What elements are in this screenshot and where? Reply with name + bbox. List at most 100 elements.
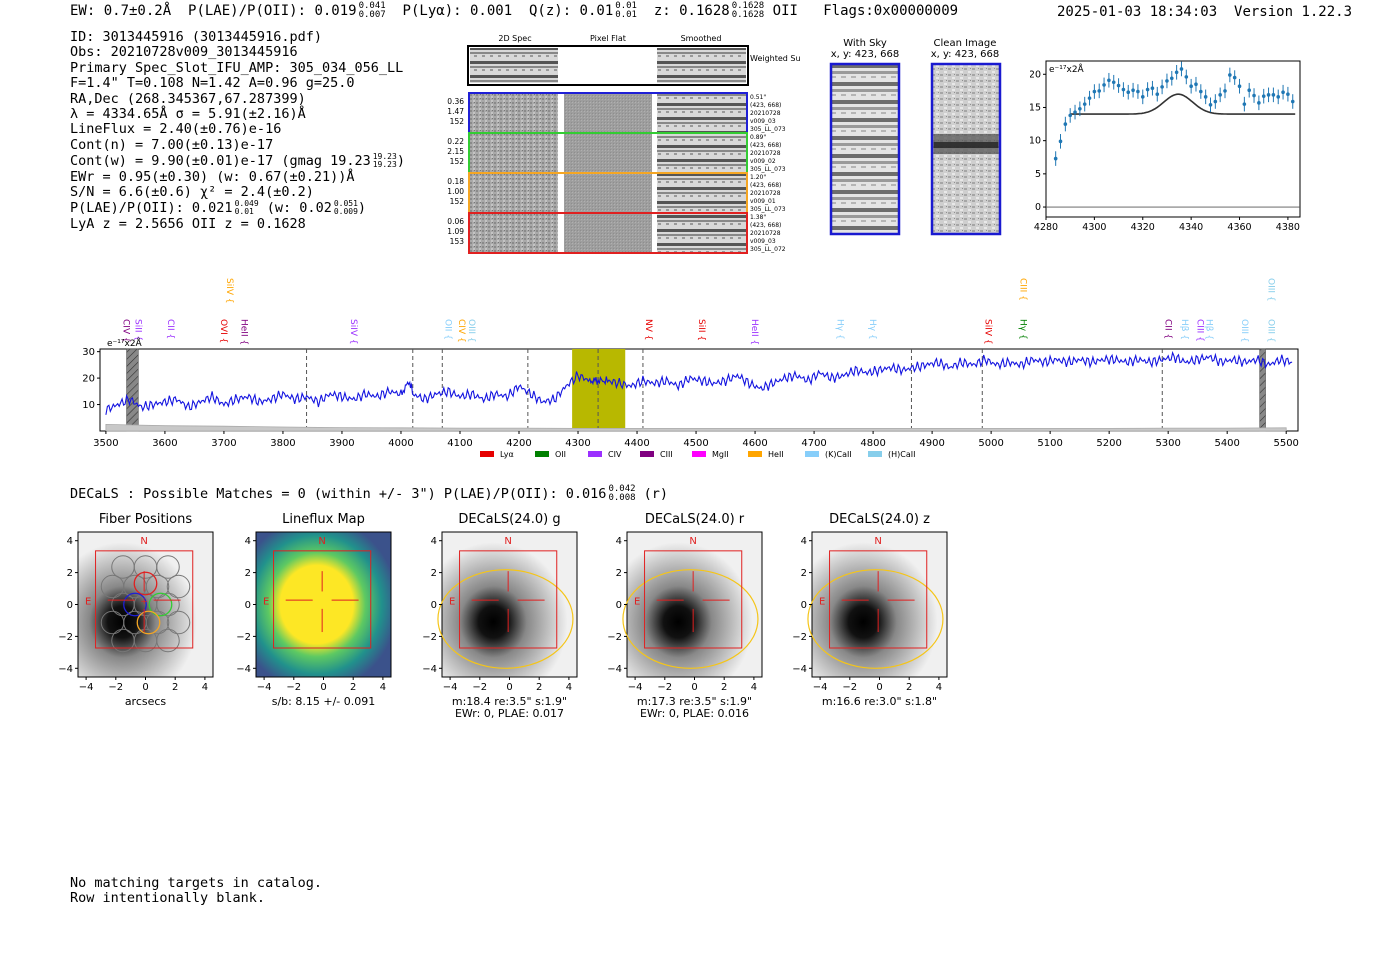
east-label: E — [263, 597, 269, 608]
fiber-circle — [166, 574, 191, 599]
panel-caption-line2: EWr: 0, PLAE: 0.017 — [454, 707, 565, 720]
zoom-point — [1136, 89, 1140, 94]
weighted-sum-label: Weighted Sum — [750, 54, 800, 63]
line-label: CIV { — [121, 319, 131, 343]
fiber-circle — [145, 574, 170, 599]
line-label-top: SiIV { — [224, 278, 234, 304]
search-box — [829, 550, 928, 649]
cutout-2dspec — [470, 94, 558, 132]
panel-xtick-label: −4 — [79, 682, 94, 693]
cutout-row-meta: 0.51" — [750, 94, 766, 101]
spectrum-xtick-label: 4600 — [742, 438, 767, 449]
spectrum-ytick-label: 10 — [82, 400, 95, 411]
cutout-row-meta: (423, 668) — [750, 222, 781, 229]
fiber-circle — [156, 628, 180, 653]
line-label: Hβ { — [1179, 319, 1189, 340]
line-label: SiIV { — [982, 319, 992, 345]
spectrum-xtick-label: 4500 — [683, 438, 708, 449]
spectrum-xtick-label: 4300 — [565, 438, 590, 449]
cutout-row-number: 153 — [450, 237, 465, 246]
zoom-point — [1140, 95, 1145, 99]
cutout-row-number: 1.47 — [447, 107, 464, 116]
panel-caption: m:18.4 re:3.5" s:1.9" EWr: 0, PLAE: 0.017 — [422, 696, 597, 720]
spectrum-xtick-label: 5100 — [1037, 438, 1062, 449]
legend-label: HeII — [768, 450, 784, 459]
legend-label: Lyα — [500, 450, 514, 459]
fiber-circle — [156, 592, 180, 617]
zoom-point — [1160, 85, 1164, 89]
north-label: N — [140, 536, 147, 547]
cutout-row-number: 2.15 — [447, 147, 464, 156]
legend-label: CIV — [608, 450, 622, 459]
zoom-point — [1111, 80, 1116, 85]
panel-xtick-label: 2 — [350, 682, 356, 693]
fiber-circle — [156, 555, 180, 579]
panel-ytick-label: −4 — [236, 664, 251, 675]
fiber-highlight — [123, 592, 147, 617]
panel-xtick-label: 4 — [936, 682, 942, 693]
cutout-row-meta: v009_02 — [750, 158, 776, 165]
zoom-point — [1063, 122, 1068, 126]
cutout-2dspec — [470, 214, 558, 252]
weighted-sum-2dspec — [470, 48, 558, 83]
z-line: OII — [772, 3, 798, 19]
spectrum-xtick-label: 3500 — [93, 438, 118, 449]
header-right: 2025-01-03 18:34:03 Version 1.22.3 — [1057, 4, 1352, 20]
zoom-point — [1155, 92, 1160, 96]
search-box — [95, 550, 194, 649]
panel-xtick-label: 0 — [320, 682, 326, 693]
cutout-row-meta: 0.89" — [750, 134, 766, 141]
cutout-pixflat — [564, 214, 652, 252]
z-value: z: 0.1628 — [653, 3, 730, 19]
line-label: Hγ { — [867, 319, 877, 340]
zoom-point — [1189, 84, 1193, 89]
panel-ytick-label: −2 — [792, 632, 807, 643]
decals-header: DECaLS : Possible Matches = 0 (within +/… — [70, 485, 668, 503]
decals-hi: 0.042 — [608, 484, 636, 494]
panel-xtick-label: 2 — [172, 682, 178, 693]
with-sky-image — [829, 62, 901, 236]
cutout-row-meta: 305_LL_072 — [750, 246, 786, 253]
plae2-hi: 0.049 — [234, 199, 259, 209]
full-spectrum: SiIV {CIII {OIII {CIV {SiII {CII {OVI {H… — [82, 278, 1299, 459]
spectrum-xtick-label: 4000 — [388, 438, 413, 449]
panel-title: Lineflux Map — [282, 512, 365, 527]
panel-xtick-label: −2 — [286, 682, 301, 693]
zoom-ytick-label: 20 — [1030, 69, 1041, 80]
line-label: OIII { — [1239, 319, 1249, 343]
spectrum-frame — [99, 348, 1299, 432]
qz-value: Q(z): 0.01 — [528, 3, 614, 19]
clean-xy: x, y: 423, 668 — [930, 49, 1000, 60]
legend-swatch — [748, 451, 762, 457]
panel-xtick-label: 4 — [380, 682, 386, 693]
info-lyaz: LyA z = 2.5656 OII z = 0.1628 — [70, 215, 306, 232]
zoom-point — [1126, 90, 1131, 94]
panel-caption-line1: m:17.3 re:3.5" s:1.9" — [636, 695, 753, 708]
aperture-ellipse — [807, 569, 944, 669]
cutout-row-number: 0.36 — [447, 97, 464, 106]
north-label: N — [504, 536, 511, 547]
zoom-point — [1213, 99, 1218, 104]
panel-ytick-label: 0 — [245, 600, 251, 611]
zoom-point — [1073, 110, 1077, 114]
spectrum-xtick-label: 5400 — [1214, 438, 1239, 449]
info-contw: Cont(w) = 9.90(±0.01)e-17 (gmag 19.23 19.… — [70, 152, 405, 170]
sky-images — [829, 62, 1002, 236]
panel-caption: arcsecs — [58, 696, 233, 708]
panel-ytick-label: 0 — [67, 600, 73, 611]
plae2-text: P(LAE)/P(OII): 0.021 — [70, 200, 233, 217]
cutout-row-number: 0.06 — [447, 217, 464, 226]
center-marker: + — [140, 597, 148, 607]
clean-emission-core — [933, 142, 999, 148]
hatched-band — [126, 348, 139, 432]
panel-caption-line1: arcsecs — [124, 695, 167, 708]
cutout-row-meta: 1.20" — [750, 174, 766, 181]
panel-ytick-label: 4 — [245, 536, 251, 547]
panel-xtick-label: 4 — [566, 682, 572, 693]
zoom-point — [1150, 86, 1155, 91]
search-box — [644, 550, 743, 649]
zoom-point — [1097, 89, 1102, 93]
decals-lo: 0.008 — [608, 493, 636, 503]
zoom-point — [1290, 99, 1295, 104]
